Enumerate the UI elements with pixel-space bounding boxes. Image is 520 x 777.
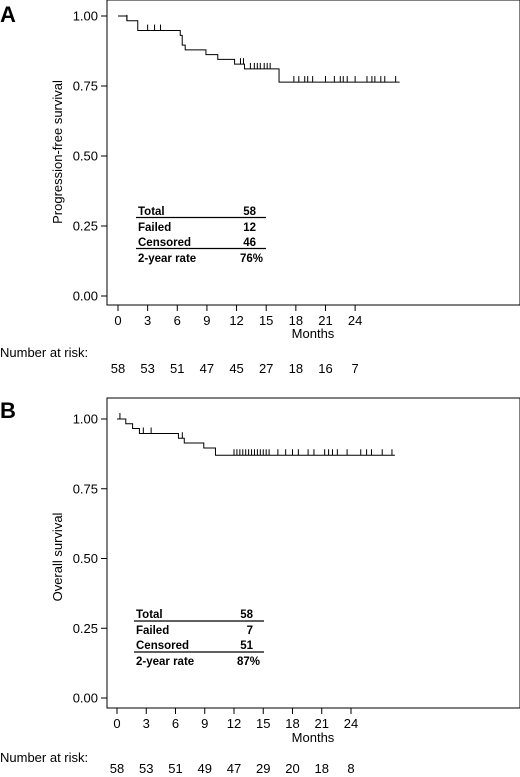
at-risk-count: 16: [318, 361, 332, 376]
at-risk-count: 49: [198, 761, 212, 776]
panel-b-censor-marks: [119, 413, 393, 456]
panel-a-y-axis: 0.00 0.25 0.50 0.75 1.00: [73, 9, 107, 304]
x-tick-label: 21: [315, 716, 329, 731]
x-tick-label: 3: [144, 313, 151, 328]
panel-a-x-axis: 0 3 6 9 12 15 18 21 24: [114, 305, 362, 328]
y-tick-label: 0.25: [73, 219, 98, 234]
panel-b-x-axis: 0 3 6 9 12 15 18 21 24: [113, 708, 358, 731]
stats-value: 12: [243, 222, 256, 234]
x-tick-label: 21: [318, 313, 332, 328]
panel-a: A 0.00 0.25 0.50 0.75 1.00 0 3 6 9 12 15 18 21 24 Pr…: [0, 0, 520, 376]
x-tick-label: 9: [203, 313, 210, 328]
at-risk-count: 51: [170, 361, 184, 376]
x-tick-label: 18: [285, 716, 299, 731]
panel-a-y-axis-title: Progression-free survival: [50, 80, 65, 224]
at-risk-count: 47: [200, 361, 214, 376]
panel-b-number-at-risk-row: 58 53 51 49 47 29 20 18 8: [110, 761, 355, 776]
at-risk-count: 7: [352, 361, 359, 376]
at-risk-count: 20: [285, 761, 299, 776]
panel-b-number-at-risk-label: Number at risk:: [0, 750, 88, 765]
at-risk-count: 47: [227, 761, 241, 776]
x-tick-label: 9: [201, 716, 208, 731]
panel-b-letter: B: [0, 398, 16, 423]
at-risk-count: 29: [256, 761, 270, 776]
stats-label: 2-year rate: [138, 253, 196, 265]
x-tick-label: 12: [229, 313, 243, 328]
stats-value: 51: [240, 640, 253, 652]
panel-b-plot-frame: [106, 397, 520, 709]
panel-a-censor-marks: [126, 14, 397, 83]
stats-label: Failed: [138, 222, 171, 234]
at-risk-count: 27: [259, 361, 273, 376]
x-tick-label: 6: [174, 313, 181, 328]
y-tick-label: 0.75: [73, 79, 98, 94]
panel-b-y-axis-title: Overall survival: [50, 512, 65, 601]
x-tick-label: 6: [172, 716, 179, 731]
y-tick-label: 0.75: [73, 481, 98, 496]
y-tick-label: 0.50: [73, 551, 98, 566]
panel-a-number-at-risk-label: Number at risk:: [0, 345, 88, 360]
at-risk-count: 53: [140, 361, 154, 376]
y-tick-label: 0.50: [73, 149, 98, 164]
y-tick-label: 1.00: [73, 9, 98, 24]
stats-label: Total: [138, 206, 165, 218]
y-tick-label: 0.25: [73, 621, 98, 636]
stats-value: 58: [243, 206, 256, 218]
x-tick-label: 12: [227, 716, 241, 731]
panel-a-number-at-risk-row: 58 53 51 47 45 27 18 16 7: [111, 361, 359, 376]
stats-value: 87%: [237, 656, 260, 668]
y-tick-label: 1.00: [73, 412, 98, 427]
stats-label: Censored: [138, 237, 191, 249]
x-tick-label: 0: [114, 313, 121, 328]
y-tick-label: 0.00: [73, 289, 98, 304]
panel-b-survival-curve: [117, 418, 395, 456]
x-tick-label: 0: [113, 716, 120, 731]
stats-value: 58: [240, 609, 253, 621]
stats-value: 46: [243, 237, 256, 249]
survival-step-line: [117, 418, 395, 456]
survival-step-line: [118, 15, 400, 83]
at-risk-count: 45: [229, 361, 243, 376]
y-tick-label: 0.00: [73, 691, 98, 706]
x-tick-label: 24: [344, 716, 358, 731]
stats-value: 76%: [240, 253, 263, 265]
panel-b: B 0.00 0.25 0.50 0.75 1.00 0 3 6 9 12 15 18 21 24 Ov…: [0, 397, 520, 776]
x-tick-label: 3: [143, 716, 150, 731]
panel-a-survival-curve: [118, 15, 400, 83]
at-risk-count: 8: [347, 761, 354, 776]
stats-label: Censored: [136, 640, 189, 652]
stats-label: Total: [136, 609, 163, 621]
panel-a-stats-table: Total 58 Failed 12 Censored 46 2-year ra…: [136, 206, 266, 265]
at-risk-count: 53: [139, 761, 153, 776]
stats-label: Failed: [136, 625, 169, 637]
panel-a-letter: A: [0, 2, 16, 27]
panel-a-x-axis-title: Months: [292, 326, 335, 341]
stats-value: 7: [247, 625, 253, 637]
panel-b-stats-table: Total 58 Failed 7 Censored 51 2-year rat…: [134, 609, 264, 668]
x-tick-label: 24: [348, 313, 362, 328]
at-risk-count: 18: [289, 361, 303, 376]
x-tick-label: 15: [259, 313, 273, 328]
x-tick-label: 18: [289, 313, 303, 328]
at-risk-count: 18: [315, 761, 329, 776]
panel-b-x-axis-title: Months: [292, 730, 335, 745]
x-tick-label: 15: [256, 716, 270, 731]
stats-label: 2-year rate: [136, 656, 194, 668]
panel-b-y-axis: 0.00 0.25 0.50 0.75 1.00: [73, 412, 107, 706]
panel-a-plot-frame: [106, 0, 520, 306]
at-risk-count: 51: [168, 761, 182, 776]
at-risk-count: 58: [111, 361, 125, 376]
at-risk-count: 58: [110, 761, 124, 776]
